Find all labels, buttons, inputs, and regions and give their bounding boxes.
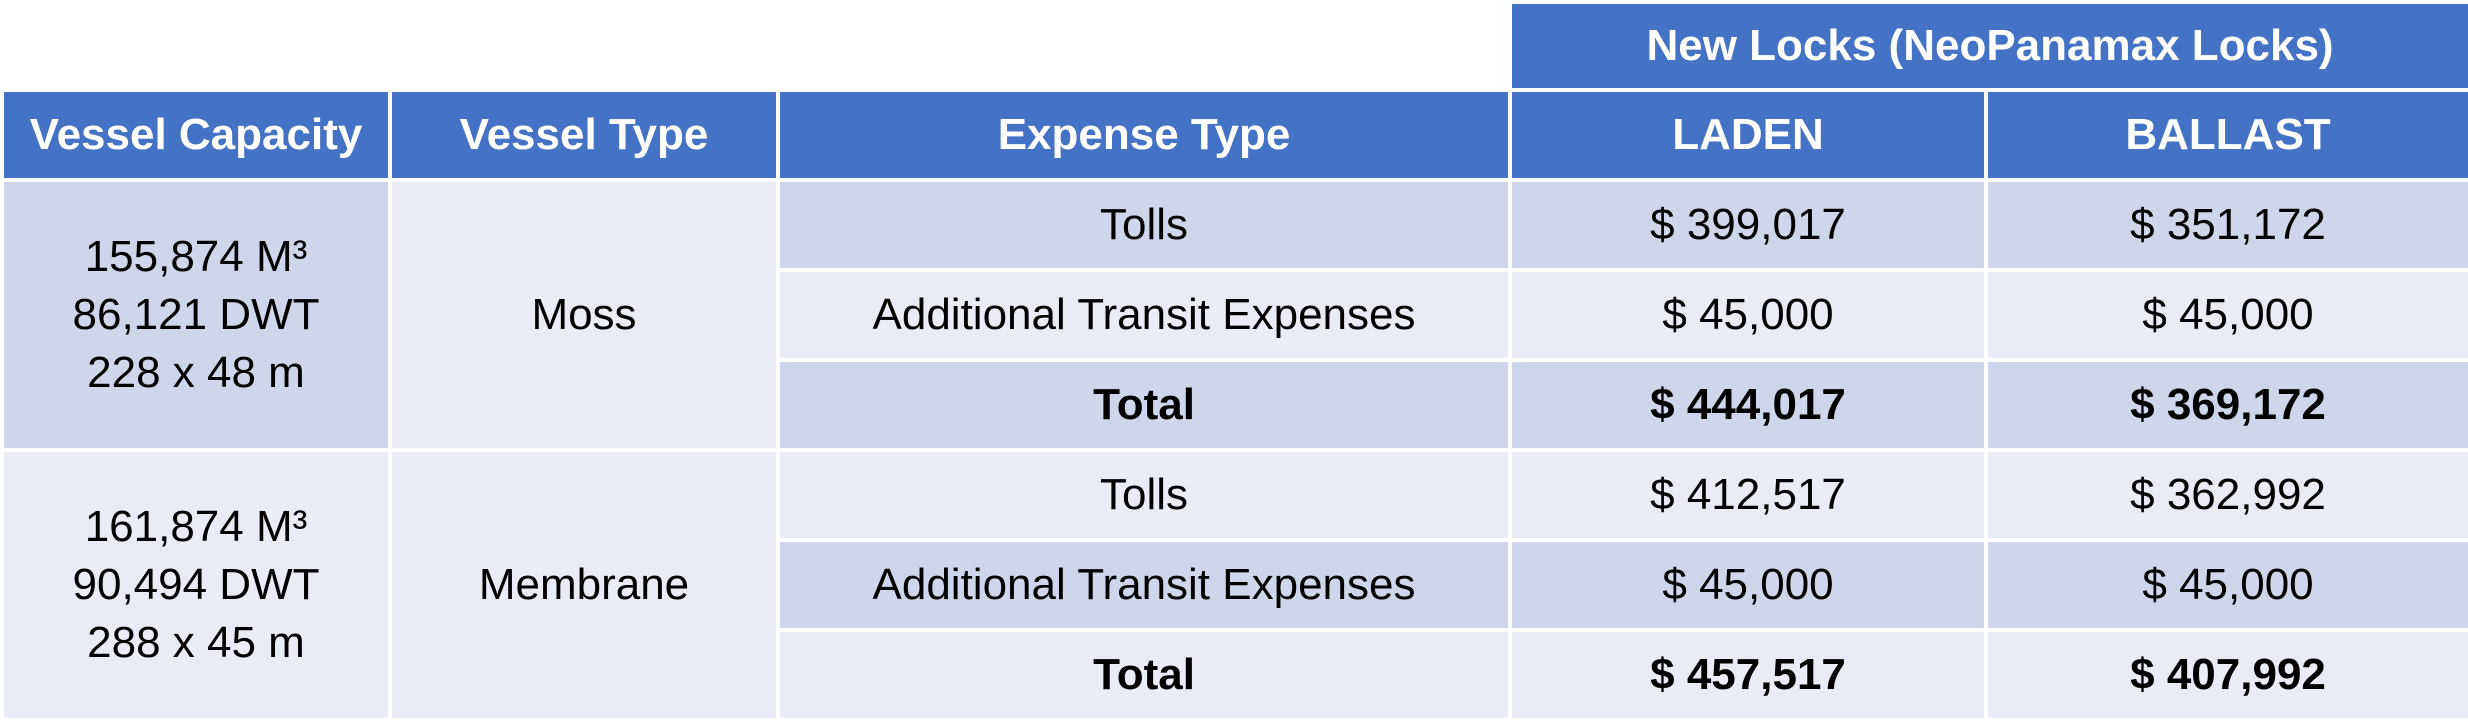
capacity-dimensions: 228 x 48 m xyxy=(87,348,305,397)
laden-cell: $ 45,000 xyxy=(1508,538,1989,632)
expense-type-cell: Tolls xyxy=(775,178,1513,272)
vessel-capacity-cell: 161,874 M³ 90,494 DWT 288 x 45 m xyxy=(0,448,392,722)
laden-cell: $ 412,517 xyxy=(1508,448,1989,542)
capacity-volume: 155,874 M³ xyxy=(84,232,308,281)
ballast-cell: $ 407,992 xyxy=(1984,628,2468,722)
capacity-dimensions: 288 x 45 m xyxy=(87,618,305,667)
expense-type-cell: Total xyxy=(775,628,1513,722)
vessel-type-cell: Moss xyxy=(388,178,780,452)
col-header-laden: LADEN xyxy=(1508,88,1989,182)
vessel-capacity-cell: 155,874 M³ 86,121 DWT 228 x 48 m xyxy=(0,178,392,452)
table-row-total: Total $ 444,017 $ 369,172 xyxy=(2,358,2468,452)
expense-type-cell: Additional Transit Expenses xyxy=(775,538,1513,632)
vessel-type-cell: Membrane xyxy=(388,448,780,722)
expense-type-cell: Total xyxy=(775,358,1513,452)
table-row-total: Total $ 457,517 $ 407,992 xyxy=(2,628,2468,722)
table-row: 161,874 M³ 90,494 DWT 288 x 45 m Membran… xyxy=(0,448,2468,722)
header-blank xyxy=(0,0,1513,92)
col-header-ballast: BALLAST xyxy=(1984,88,2468,182)
table-row: 155,874 M³ 86,121 DWT 228 x 48 m Moss To… xyxy=(0,178,2468,452)
table-row: Additional Transit Expenses $ 45,000 $ 4… xyxy=(2,268,2468,362)
table-row: Additional Transit Expenses $ 45,000 $ 4… xyxy=(2,538,2468,632)
expense-type-cell: Additional Transit Expenses xyxy=(775,268,1513,362)
capacity-volume: 161,874 M³ xyxy=(84,502,308,551)
ballast-cell: $ 362,992 xyxy=(1984,448,2468,542)
col-header-vessel-capacity: Vessel Capacity xyxy=(0,88,392,182)
ballast-cell: $ 369,172 xyxy=(1984,358,2468,452)
expense-type-cell: Tolls xyxy=(775,448,1513,542)
col-header-vessel-type: Vessel Type xyxy=(388,88,780,182)
group-header: New Locks (NeoPanamax Locks) xyxy=(1508,0,2468,92)
laden-cell: $ 399,017 xyxy=(1508,178,1989,272)
col-header-expense-type: Expense Type xyxy=(775,88,1513,182)
ballast-cell: $ 351,172 xyxy=(1984,178,2468,272)
laden-cell: $ 457,517 xyxy=(1508,628,1989,722)
capacity-dwt: 86,121 DWT xyxy=(72,290,320,339)
capacity-dwt: 90,494 DWT xyxy=(72,560,320,609)
ballast-cell: $ 45,000 xyxy=(1984,538,2468,632)
laden-cell: $ 45,000 xyxy=(1508,268,1989,362)
laden-cell: $ 444,017 xyxy=(1508,358,1989,452)
ballast-cell: $ 45,000 xyxy=(1984,268,2468,362)
